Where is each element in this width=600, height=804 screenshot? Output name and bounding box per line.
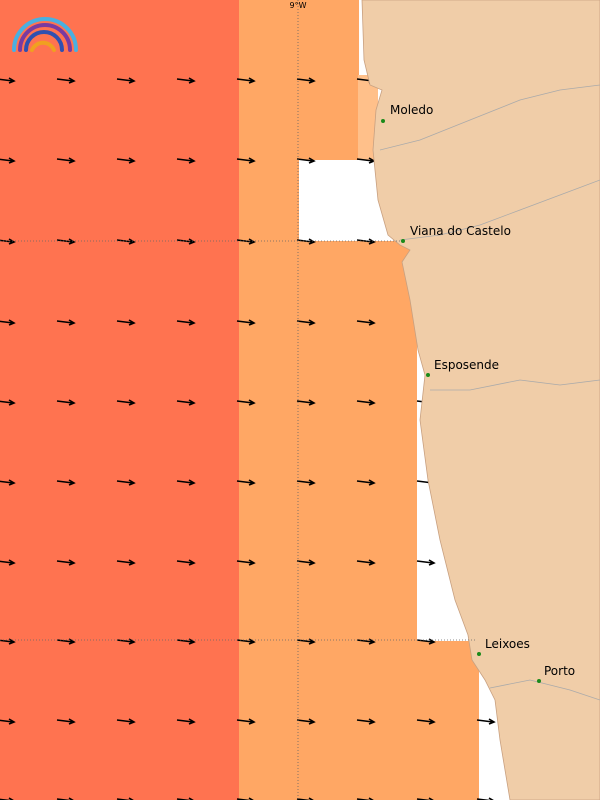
wind-arrow xyxy=(176,399,196,406)
wind-arrow xyxy=(0,238,16,245)
wind-arrow xyxy=(416,718,436,725)
wind-arrow xyxy=(0,77,16,84)
place-label: Viana do Castelo xyxy=(410,224,511,238)
wind-arrow xyxy=(236,718,256,725)
wind-zone-mid xyxy=(239,0,479,800)
wind-arrow xyxy=(176,638,196,645)
river xyxy=(489,679,600,701)
place-dot xyxy=(477,652,481,656)
land xyxy=(361,0,600,801)
wind-arrow xyxy=(296,559,316,566)
wind-arrow xyxy=(0,399,16,406)
wind-arrow xyxy=(56,638,76,645)
wind-arrow xyxy=(56,157,76,164)
wind-arrow xyxy=(296,718,316,725)
wind-arrow xyxy=(56,319,76,326)
wind-arrow xyxy=(56,718,76,725)
wind-arrow xyxy=(296,399,316,406)
wind-arrow xyxy=(356,718,376,725)
wind-arrow xyxy=(116,718,136,725)
wind-arrow xyxy=(416,638,436,645)
wind-arrow xyxy=(296,157,316,164)
place-dots xyxy=(381,119,541,683)
wind-arrow xyxy=(176,559,196,566)
wind-arrow xyxy=(0,559,16,566)
wind-arrow xyxy=(356,559,376,566)
wind-arrow xyxy=(236,319,256,326)
wind-arrow xyxy=(176,718,196,725)
wind-arrow xyxy=(116,638,136,645)
wind-arrow xyxy=(236,559,256,566)
place-dot xyxy=(401,239,405,243)
wind-arrow xyxy=(356,319,376,326)
wind-arrow xyxy=(116,559,136,566)
wind-arrow xyxy=(56,559,76,566)
wind-arrow xyxy=(296,77,316,84)
wind-arrow xyxy=(176,77,196,84)
wind-arrow xyxy=(356,399,376,406)
wind-arrow xyxy=(236,399,256,406)
wind-arrow xyxy=(116,77,136,84)
wind-arrow xyxy=(116,238,136,245)
wind-arrow xyxy=(56,238,76,245)
wind-arrow xyxy=(236,638,256,645)
wind-arrow xyxy=(176,157,196,164)
wind-arrow xyxy=(236,157,256,164)
place-label: Porto xyxy=(544,664,575,678)
wind-arrow xyxy=(56,77,76,84)
wind-arrow xyxy=(176,238,196,245)
wind-arrow xyxy=(356,479,376,486)
wind-arrow xyxy=(236,479,256,486)
wind-arrow xyxy=(356,638,376,645)
place-dot xyxy=(426,373,430,377)
wind-arrow xyxy=(56,399,76,406)
wind-arrow xyxy=(0,319,16,326)
wind-zone-high xyxy=(0,0,239,800)
place-label: Leixoes xyxy=(485,637,530,651)
wind-arrow xyxy=(116,157,136,164)
wind-arrow xyxy=(116,319,136,326)
wind-arrow xyxy=(116,479,136,486)
wind-arrow xyxy=(176,319,196,326)
wind-arrow xyxy=(296,638,316,645)
wind-arrow xyxy=(416,559,436,566)
wind-arrow xyxy=(0,718,16,725)
wind-arrow xyxy=(116,399,136,406)
wind-arrow xyxy=(296,238,316,245)
cell xyxy=(358,75,378,160)
wind-arrow xyxy=(236,238,256,245)
wind-arrow xyxy=(0,157,16,164)
grid-label: 9°W xyxy=(290,1,307,10)
wind-arrow xyxy=(56,479,76,486)
place-dot xyxy=(537,679,541,683)
river xyxy=(399,179,600,241)
wind-arrow xyxy=(236,77,256,84)
wind-arrow xyxy=(356,238,376,245)
river xyxy=(430,379,600,391)
logo xyxy=(12,17,78,52)
wind-arrow xyxy=(0,638,16,645)
wind-arrow xyxy=(296,479,316,486)
logo-arc xyxy=(24,30,64,52)
logo-arc xyxy=(18,23,72,52)
wind-arrow xyxy=(176,479,196,486)
wind-arrow xyxy=(0,479,16,486)
place-label: Moledo xyxy=(390,103,433,117)
place-label: Esposende xyxy=(434,358,499,372)
cell xyxy=(239,241,417,641)
river xyxy=(379,84,600,151)
borders xyxy=(379,84,600,701)
place-dot xyxy=(381,119,385,123)
wind-arrow xyxy=(476,718,496,725)
logo-arc xyxy=(12,17,78,52)
cell xyxy=(239,160,299,241)
logo-arc xyxy=(30,40,56,52)
wind-arrow xyxy=(296,319,316,326)
